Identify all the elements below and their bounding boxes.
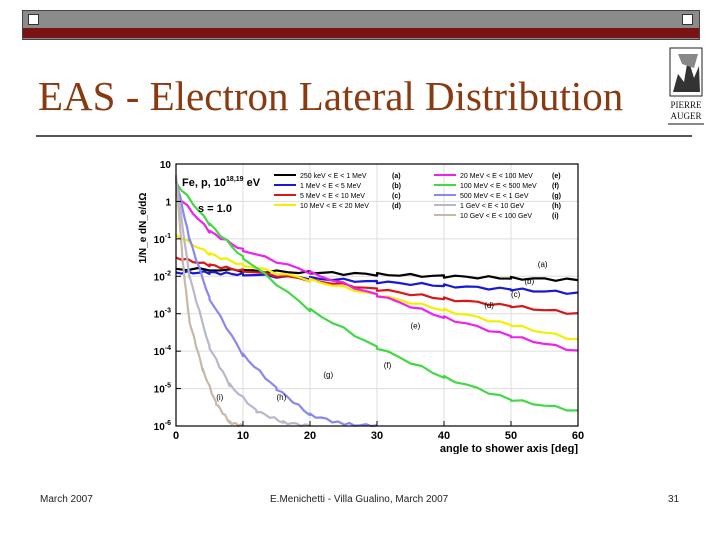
legend-tag: (i) bbox=[552, 213, 559, 220]
legend-label: 1 MeV < E < 5 MeV bbox=[300, 183, 361, 190]
x-tick-label: 50 bbox=[505, 430, 517, 442]
slide-title: EAS - Electron Lateral Distribution bbox=[38, 73, 624, 119]
series-line bbox=[174, 178, 311, 428]
legend-label: 500 MeV < E < 1 GeV bbox=[460, 193, 529, 200]
legend-tag: (d) bbox=[392, 203, 401, 210]
series-line bbox=[175, 270, 579, 295]
chart-series bbox=[174, 175, 579, 428]
curve-tag: (c) bbox=[511, 290, 521, 299]
legend-tag: (c) bbox=[392, 193, 401, 200]
legend-label: 10 MeV < E < 20 MeV bbox=[300, 203, 369, 210]
chart-title: Fe, p, 1018,19 eV bbox=[182, 176, 261, 189]
legend-label: 10 GeV < E < 100 GeV bbox=[460, 213, 532, 220]
legend-tag: (g) bbox=[552, 193, 561, 200]
legend-tag: (a) bbox=[392, 173, 401, 180]
legend-tag: (e) bbox=[552, 173, 561, 180]
y-tick-label: 10-4 bbox=[154, 345, 171, 358]
y-tick-label: 10 bbox=[160, 160, 172, 171]
curve-tag: (f) bbox=[384, 361, 392, 370]
series-line bbox=[175, 234, 579, 341]
y-tick-label: 10-1 bbox=[154, 233, 171, 246]
logo-text-line-2: AUGER bbox=[671, 111, 702, 121]
chart-legend: Fe, p, 1018,19 eV s = 1.0 250 keV < E < 1 … bbox=[182, 173, 561, 220]
series-line bbox=[174, 178, 378, 428]
x-tick-label: 10 bbox=[237, 430, 249, 442]
series-line bbox=[175, 193, 579, 352]
title-bar-stripe bbox=[23, 28, 699, 38]
chart-axes: 0 10 20 30 40 50 60 10 1 10-1 10-2 10-3 10-4 10-5 10-6… bbox=[138, 160, 584, 454]
legend-label: 100 MeV < E < 500 MeV bbox=[460, 183, 537, 190]
footer-credit: E.Menichetti - Villa Gualino, March 2007 bbox=[270, 494, 449, 505]
chart-subtitle: s = 1.0 bbox=[198, 203, 232, 215]
series-line bbox=[174, 175, 244, 428]
curve-tag: (a) bbox=[538, 260, 548, 269]
curve-tag: (i) bbox=[216, 393, 223, 402]
curve-tags: (a) (b)(c) (d) (e) (f) (g) (h) (i) bbox=[216, 260, 548, 402]
slide-number: 31 bbox=[668, 494, 680, 505]
checkbox-square-left bbox=[28, 14, 39, 25]
y-tick-label: 10-3 bbox=[154, 308, 171, 321]
y-tick-label: 10-6 bbox=[154, 420, 171, 433]
legend-tag: (h) bbox=[552, 203, 561, 210]
x-tick-label: 30 bbox=[371, 430, 383, 442]
logo-text-line-1: PIERRE bbox=[670, 100, 702, 110]
curve-tag: (g) bbox=[323, 370, 333, 379]
x-tick-label: 40 bbox=[438, 430, 450, 442]
y-tick-label: 1 bbox=[165, 197, 171, 208]
curve-tag: (e) bbox=[411, 322, 421, 331]
legend-label: 250 keV < E < 1 MeV bbox=[300, 173, 367, 180]
footer-date: March 2007 bbox=[40, 494, 93, 505]
curve-tag: (d) bbox=[484, 301, 494, 310]
y-tick-label: 10-5 bbox=[154, 383, 171, 396]
lateral-distribution-chart: 0 10 20 30 40 50 60 10 1 10-1 10-2 10-3 10-4 10-5 10-6… bbox=[132, 158, 590, 454]
legend-tag: (f) bbox=[552, 183, 559, 190]
title-divider bbox=[36, 135, 692, 137]
pierre-auger-logo: PIERRE AUGER bbox=[668, 47, 704, 125]
curve-tag: (b) bbox=[524, 277, 534, 286]
y-axis-label: 1/N_e dN_e/dΩ bbox=[138, 193, 149, 264]
x-tick-label: 0 bbox=[173, 430, 179, 442]
curve-tag: (h) bbox=[277, 393, 287, 402]
legend-label: 1 GeV < E < 10 GeV bbox=[460, 203, 525, 210]
x-axis-label: angle to shower axis [deg] bbox=[440, 443, 578, 454]
legend-label: 20 MeV < E < 100 MeV bbox=[460, 173, 533, 180]
legend-label: 5 MeV < E < 10 MeV bbox=[300, 193, 365, 200]
legend-tag: (b) bbox=[392, 183, 401, 190]
checkbox-square-right bbox=[682, 14, 693, 25]
title-bar-decoration bbox=[22, 10, 700, 40]
x-tick-label: 60 bbox=[572, 430, 584, 442]
x-tick-label: 20 bbox=[304, 430, 316, 442]
series-line bbox=[175, 182, 579, 412]
y-tick-label: 10-2 bbox=[154, 270, 171, 283]
